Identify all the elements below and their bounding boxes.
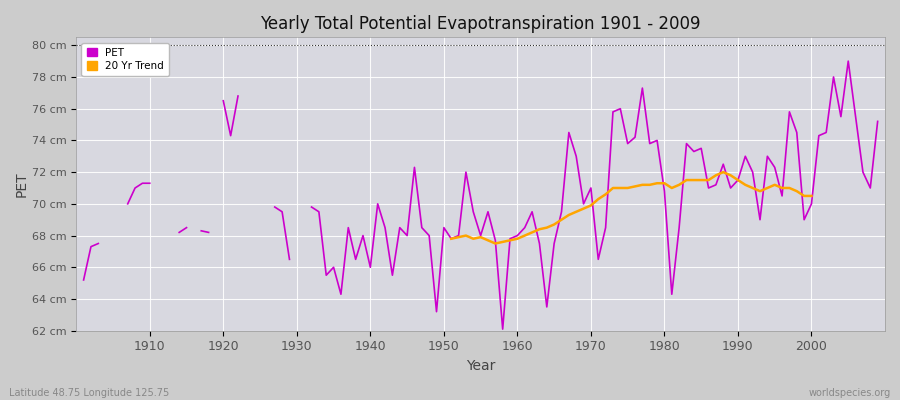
Text: Latitude 48.75 Longitude 125.75: Latitude 48.75 Longitude 125.75 (9, 388, 169, 398)
Legend: PET, 20 Yr Trend: PET, 20 Yr Trend (82, 42, 169, 76)
Y-axis label: PET: PET (15, 171, 29, 197)
Title: Yearly Total Potential Evapotranspiration 1901 - 2009: Yearly Total Potential Evapotranspiratio… (260, 15, 701, 33)
Text: worldspecies.org: worldspecies.org (809, 388, 891, 398)
X-axis label: Year: Year (466, 359, 495, 373)
